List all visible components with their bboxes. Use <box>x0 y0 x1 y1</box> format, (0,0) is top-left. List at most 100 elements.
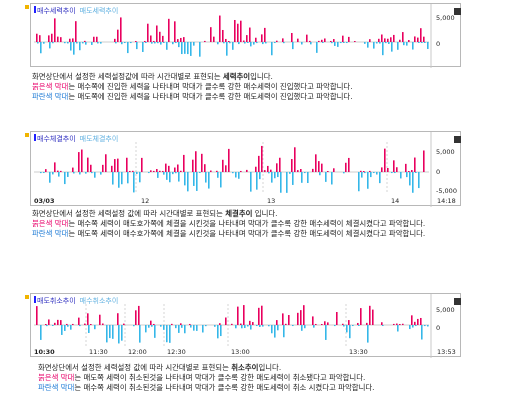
buy-bar <box>48 35 50 42</box>
buy-bar <box>384 148 386 172</box>
buy-bar <box>153 323 155 325</box>
sell-bar <box>217 325 219 339</box>
buy-bar <box>258 155 260 172</box>
sell-bar <box>139 325 141 343</box>
buy-bar <box>84 323 86 325</box>
sell-bar <box>241 325 243 329</box>
sell-bar <box>418 42 420 43</box>
sell-bar <box>157 172 159 178</box>
red-bar-label: 붉은색 막대 <box>32 219 69 228</box>
buy-bar <box>120 17 122 42</box>
buy-bar <box>114 159 116 172</box>
sell-bar <box>136 42 138 50</box>
sell-bar <box>304 325 306 329</box>
trend-chart-2 <box>34 132 432 207</box>
desc-text: 입니다. <box>252 209 278 218</box>
close-icon[interactable] <box>454 8 461 15</box>
sell-bar <box>190 325 192 328</box>
sell-bar <box>127 172 129 184</box>
sell-bar <box>418 172 420 189</box>
close-icon[interactable] <box>454 136 461 143</box>
buy-bar <box>72 167 74 172</box>
sell-bar <box>334 325 336 327</box>
sell-bar <box>160 325 162 327</box>
sell-bar <box>193 325 195 331</box>
sell-bar <box>319 172 321 176</box>
sell-bar <box>175 325 177 329</box>
sell-bar <box>289 172 291 174</box>
buy-bar <box>138 305 140 325</box>
sell-bar <box>325 325 327 340</box>
sell-bar <box>409 172 411 186</box>
x-tick-label: 11:30 <box>89 348 108 356</box>
buy-bar <box>318 40 320 42</box>
buy-bar <box>420 317 422 325</box>
sell-bar <box>178 42 180 48</box>
sell-bar <box>277 172 279 178</box>
chart-legend: 매수세력추이 매도세력추이 <box>34 6 118 16</box>
sell-bar <box>346 325 348 333</box>
sell-bar <box>274 325 276 338</box>
sell-bar <box>115 42 117 44</box>
buy-bar <box>156 25 158 42</box>
y-tick-label: 5,000 <box>436 14 455 22</box>
buy-bar <box>243 40 245 42</box>
sell-bar <box>154 42 156 44</box>
sell-bar <box>205 172 207 183</box>
buy-bar <box>246 169 248 172</box>
buy-bar <box>144 40 146 42</box>
buy-bar <box>327 322 329 325</box>
buy-bar <box>336 312 338 325</box>
buy-bar <box>282 38 284 42</box>
buy-bar <box>390 37 392 42</box>
buy-bar <box>156 168 158 172</box>
sell-bar <box>415 325 417 327</box>
sell-bar <box>259 325 261 327</box>
buy-bar <box>96 36 98 42</box>
buy-bar <box>363 170 365 172</box>
sell-bar <box>232 172 234 174</box>
desc-title: 취소추이 <box>231 363 259 372</box>
y-tick-label: 0 <box>436 40 441 48</box>
sell-bar <box>91 172 93 174</box>
sell-bar <box>283 42 285 44</box>
red-bar-label: 붉은색 막대 <box>32 82 69 91</box>
sell-bar <box>397 42 399 50</box>
buy-bar <box>333 168 335 172</box>
sell-bar <box>367 325 369 343</box>
buy-bar <box>135 40 137 42</box>
sell-bar <box>52 172 54 175</box>
buy-bar <box>369 305 371 325</box>
sell-bar <box>166 172 168 180</box>
sell-bar <box>163 325 165 330</box>
buy-bar <box>402 32 404 42</box>
buy-bar <box>366 322 368 325</box>
x-tick-label: 13:00 <box>231 348 250 356</box>
sell-bar <box>292 42 294 50</box>
buy-bar <box>159 170 161 172</box>
buy-bar <box>348 320 350 325</box>
buy-bar <box>141 157 143 172</box>
buy-bar <box>381 34 383 42</box>
sell-bar <box>391 42 393 52</box>
buy-bar <box>45 323 47 325</box>
buy-bar <box>219 15 221 43</box>
buy-bar <box>162 35 164 42</box>
buy-bar <box>75 21 77 42</box>
sell-bar <box>325 172 327 182</box>
buy-bar <box>204 40 206 42</box>
close-icon[interactable] <box>454 298 461 305</box>
sell-bar <box>40 325 42 340</box>
buy-bar <box>306 34 308 42</box>
sell-bar <box>274 172 276 179</box>
buy-bar <box>90 164 92 172</box>
buy-bar <box>318 161 320 172</box>
desc-title: 세력추이 <box>222 72 251 81</box>
buy-bar <box>321 323 323 325</box>
sell-bar <box>331 172 333 185</box>
buy-bar <box>372 309 374 325</box>
sell-bar <box>43 42 45 44</box>
sell-bar <box>136 172 138 175</box>
sell-bar <box>271 172 273 183</box>
y-tick-label: -5,000 <box>436 187 457 195</box>
